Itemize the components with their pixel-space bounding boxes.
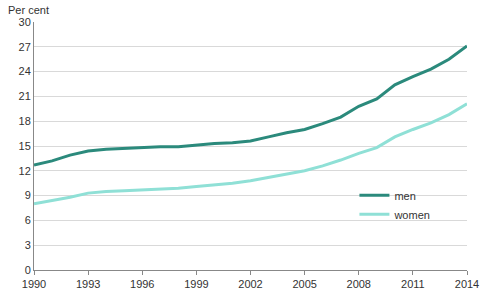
svg-text:12: 12 (19, 165, 31, 177)
svg-text:27: 27 (19, 41, 31, 53)
svg-text:2011: 2011 (401, 278, 425, 290)
svg-text:6: 6 (25, 214, 31, 226)
svg-text:2002: 2002 (238, 278, 262, 290)
svg-text:2008: 2008 (347, 278, 371, 290)
svg-text:24: 24 (19, 65, 31, 77)
svg-text:21: 21 (19, 90, 31, 102)
svg-text:2014: 2014 (455, 278, 479, 290)
svg-text:1990: 1990 (22, 278, 46, 290)
svg-text:women: women (393, 209, 429, 221)
svg-text:9: 9 (25, 189, 31, 201)
svg-text:1993: 1993 (76, 278, 100, 290)
svg-text:1999: 1999 (184, 278, 208, 290)
svg-text:18: 18 (19, 115, 31, 127)
svg-text:1996: 1996 (130, 278, 154, 290)
svg-text:men: men (394, 190, 415, 202)
svg-text:Per cent: Per cent (8, 4, 49, 16)
svg-text:0: 0 (25, 264, 31, 276)
svg-text:15: 15 (19, 140, 31, 152)
svg-text:30: 30 (19, 16, 31, 28)
svg-text:2005: 2005 (292, 278, 316, 290)
svg-text:3: 3 (25, 239, 31, 251)
